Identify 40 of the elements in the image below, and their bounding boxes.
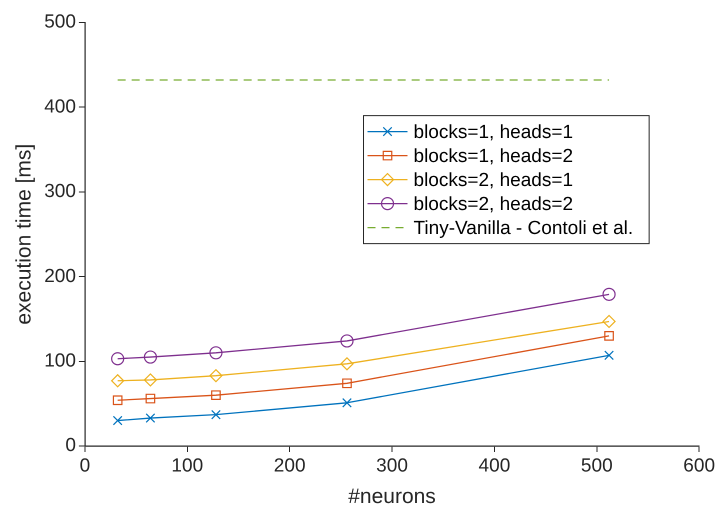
x-tick-label: 600 bbox=[683, 456, 715, 477]
y-tick-label: 0 bbox=[65, 435, 76, 456]
point bbox=[340, 357, 354, 370]
y-axis-title: execution time [ms] bbox=[12, 144, 36, 325]
y-tick-label: 400 bbox=[44, 96, 76, 118]
x-tick-label: 0 bbox=[80, 456, 90, 477]
point bbox=[211, 390, 221, 400]
y-tick-label: 100 bbox=[44, 350, 76, 372]
y-tick-label: 500 bbox=[44, 12, 76, 33]
x-tick-label: 100 bbox=[171, 456, 204, 477]
point bbox=[112, 416, 123, 426]
point bbox=[340, 334, 354, 348]
point bbox=[604, 331, 614, 341]
legend-label: blocks=2, heads=2 bbox=[414, 194, 574, 215]
point bbox=[342, 398, 352, 408]
point bbox=[146, 413, 156, 423]
point bbox=[111, 352, 124, 366]
point bbox=[144, 350, 158, 364]
point bbox=[211, 410, 221, 420]
y-tick-label: 200 bbox=[44, 266, 76, 287]
point bbox=[144, 373, 158, 387]
point bbox=[602, 314, 616, 328]
point bbox=[209, 346, 223, 360]
point bbox=[209, 369, 223, 382]
x-tick-label: 500 bbox=[580, 456, 613, 477]
legend-label: blocks=2, heads=1 bbox=[414, 170, 574, 191]
point bbox=[604, 350, 614, 360]
x-axis-title: #neurons bbox=[348, 485, 436, 508]
legend-label: blocks=1, heads=1 bbox=[414, 122, 574, 143]
legend-label: blocks=1, heads=2 bbox=[414, 146, 574, 167]
y-tick-label: 300 bbox=[44, 181, 76, 202]
x-tick-label: 400 bbox=[478, 456, 510, 477]
point bbox=[111, 374, 124, 388]
legend-label: Tiny-Vanilla - Contoli et al. bbox=[414, 218, 634, 239]
x-tick-label: 300 bbox=[376, 456, 408, 477]
point bbox=[602, 288, 616, 301]
point bbox=[112, 395, 123, 406]
point bbox=[342, 378, 352, 388]
x-tick-label: 200 bbox=[274, 456, 306, 477]
point bbox=[146, 394, 156, 404]
